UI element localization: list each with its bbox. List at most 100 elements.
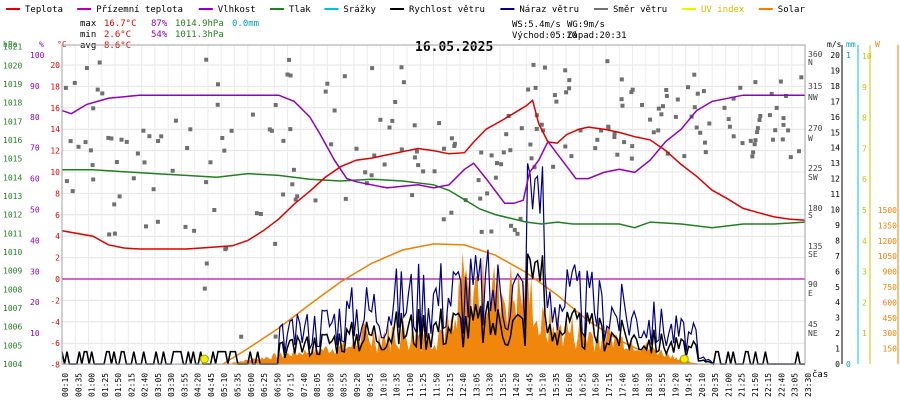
- x-tick-label: 11:25: [419, 373, 428, 397]
- tick-hpa: 1021: [3, 43, 22, 52]
- x-tick-label: 23:30: [804, 373, 813, 397]
- wind-dir-point: [84, 66, 89, 70]
- wind-dir-point: [512, 227, 517, 232]
- wind-dir-point: [750, 154, 755, 159]
- wind-dir-point: [399, 65, 404, 70]
- wind-dir-point: [343, 196, 348, 201]
- tick-temp: 2: [55, 254, 60, 263]
- stat-max-press: 1014.9hPa: [175, 19, 224, 29]
- wind-dir-point: [564, 90, 569, 95]
- wind-dir-point: [504, 132, 509, 137]
- wind-dir-point: [273, 334, 278, 339]
- x-tick-label: 02:15: [127, 373, 136, 397]
- wind-dir-point: [354, 146, 359, 151]
- tick-dir: 225: [808, 164, 823, 173]
- wind-dir-point: [664, 93, 669, 98]
- x-tick-label: 11:50: [433, 373, 442, 397]
- x-tick-label: 21:00: [724, 373, 733, 397]
- tick-ms: 18: [830, 82, 840, 91]
- x-tick-label: 03:30: [167, 373, 176, 397]
- wind-dir-point: [567, 78, 572, 83]
- wind-dir-point: [295, 194, 300, 199]
- x-tick-label: 21:25: [738, 373, 747, 397]
- tick-temp: -8: [50, 361, 60, 370]
- wind-dir-point: [329, 142, 334, 147]
- wind-dir-point: [757, 118, 762, 122]
- wind-dir-point: [595, 137, 600, 142]
- tick-dir: SW: [808, 173, 818, 182]
- wind-dir-point: [106, 135, 111, 140]
- wind-dir-point: [518, 216, 523, 221]
- x-tick-label: 00:35: [74, 373, 83, 397]
- wind-dir-point: [112, 202, 117, 207]
- tick-pct: 50: [30, 206, 40, 215]
- wind-dir-point: [170, 168, 175, 173]
- x-tick-label: 12:40: [459, 373, 468, 397]
- tick-temp: 4: [55, 232, 60, 241]
- wind-dir-point: [774, 105, 779, 110]
- wind-dir-point: [731, 96, 736, 101]
- wind-dir-point: [682, 154, 687, 159]
- wind-dir-point: [479, 229, 484, 234]
- wind-dir-point: [332, 108, 337, 113]
- wind-dir-point: [773, 128, 778, 133]
- wind-dir-point: [401, 80, 406, 85]
- wind-dir-point: [267, 127, 272, 132]
- tick-hpa: 1007: [3, 304, 22, 313]
- wind-dir-point: [758, 114, 763, 118]
- x-tick-label: 15:10: [539, 373, 548, 397]
- wind-dir-point: [449, 210, 454, 215]
- tick-uv: 1: [862, 329, 867, 338]
- wind-dir-point: [64, 179, 69, 184]
- wind-dir-point: [250, 112, 255, 117]
- wind-dir-point: [620, 103, 625, 108]
- wind-dir-point: [563, 68, 568, 73]
- wind-dir-point: [156, 139, 161, 143]
- x-tick-label: 15:35: [552, 373, 561, 397]
- wind-dir-point: [382, 162, 387, 167]
- wind-dir-point: [342, 74, 347, 79]
- wind-dir-point: [740, 141, 745, 146]
- tick-ms: 2: [835, 329, 840, 338]
- tick-uv: 10: [862, 52, 872, 61]
- stat-min-press: 1011.3hPa: [175, 30, 224, 40]
- x-tick-label: 07:40: [300, 373, 309, 397]
- wind-dir-point: [117, 194, 122, 199]
- wind-dir-point: [551, 164, 556, 169]
- wind-dir-point: [192, 228, 197, 233]
- wind-dir-point: [630, 87, 635, 92]
- stat-avg-label: avg: [80, 41, 96, 51]
- wind-dir-point: [393, 100, 398, 104]
- tick-dir: NW: [808, 93, 818, 102]
- wind-dir-point: [204, 180, 209, 185]
- legend-label: Rychlost větru: [409, 5, 485, 15]
- tick-w: 450: [883, 314, 898, 323]
- tick-hpa: 1006: [3, 323, 22, 332]
- wind-dir-point: [72, 80, 77, 85]
- pressure-line: [62, 169, 806, 229]
- x-tick-label: 18:05: [632, 373, 641, 397]
- wind-dir-point: [606, 126, 611, 131]
- wind-dir-point: [786, 128, 791, 133]
- tick-temp: 18: [50, 82, 60, 91]
- wind-dir-point: [83, 140, 88, 145]
- wind-dir-point: [293, 197, 298, 202]
- tick-temp: 6: [55, 211, 60, 220]
- wind-dir-point: [528, 142, 533, 147]
- wind-dir-point: [499, 162, 504, 167]
- tick-pct: 100: [30, 51, 45, 60]
- tick-pct: 70: [30, 144, 40, 153]
- tick-pct: 40: [30, 236, 40, 245]
- tick-ms: 19: [830, 66, 840, 75]
- tick-pct: 90: [30, 82, 40, 91]
- wind-dir-point: [651, 130, 656, 135]
- tick-pct: 60: [30, 175, 40, 184]
- wind-dir-point: [254, 211, 259, 216]
- wind-dir-point: [151, 187, 156, 192]
- tick-pct: 80: [30, 113, 40, 122]
- tick-hpa: 1016: [3, 136, 22, 145]
- tick-hpa: 1020: [3, 61, 22, 70]
- tick-dir: N: [808, 58, 813, 67]
